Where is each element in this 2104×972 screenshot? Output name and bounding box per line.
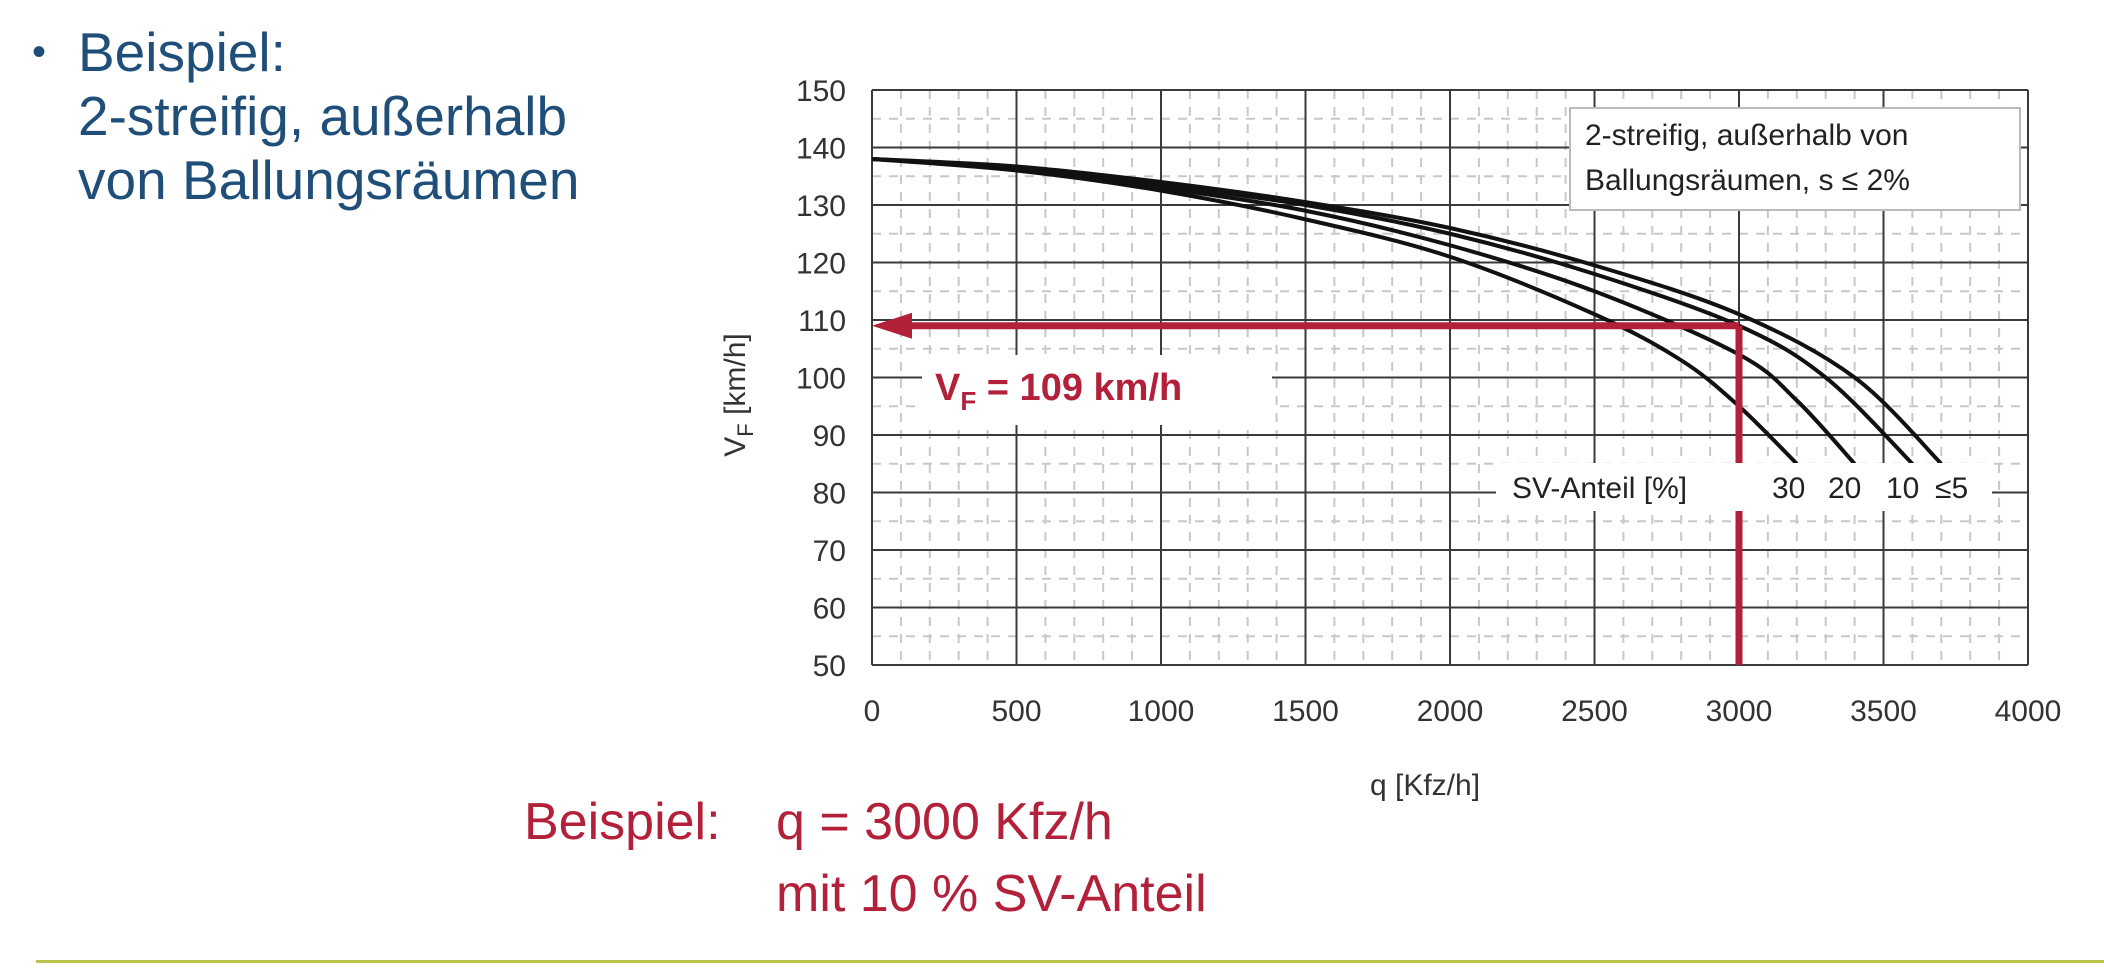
x-tick-label: 4000	[1995, 695, 2062, 728]
y-tick-label: 130	[796, 190, 846, 223]
series-label-le5: ≤5	[1935, 472, 1968, 505]
example-label: Beispiel:	[524, 793, 721, 851]
vf-label-sub: F	[960, 386, 976, 416]
series-label-20: 20	[1828, 472, 1861, 505]
series-label-30: 30	[1772, 472, 1805, 505]
x-tick-label: 0	[864, 695, 881, 728]
x-axis-label: q [Kfz/h]	[1370, 769, 1480, 802]
y-tick-label: 110	[798, 305, 846, 338]
example-block: Beispiel: q = 3000 Kfz/h mit 10 % SV-Ant…	[524, 786, 1207, 930]
y-axis-label: VF [km/h]	[719, 333, 758, 456]
intro-line-3: von Ballungsräumen	[78, 149, 580, 211]
x-tick-label: 500	[991, 695, 1041, 728]
y-tick-label: 50	[813, 650, 846, 683]
y-tick-label: 100	[796, 363, 846, 396]
y-tick-label: 120	[796, 248, 846, 281]
y-tick-label: 60	[813, 593, 846, 626]
example-line-1: q = 3000 Kfz/h	[776, 793, 1113, 851]
y-tick-label: 80	[813, 478, 846, 511]
x-tick-label: 3500	[1850, 695, 1917, 728]
series-label-prefix: SV-Anteil [%]	[1512, 472, 1687, 505]
annotation-arrowhead	[872, 312, 912, 339]
x-tick-label: 3000	[1706, 695, 1773, 728]
svg-text:VF = 109 km/h: VF = 109 km/h	[935, 367, 1182, 416]
vf-label-main: V	[935, 367, 961, 409]
y-tick-label: 70	[813, 535, 846, 568]
example-line-2: mit 10 % SV-Anteil	[776, 865, 1207, 923]
x-tick-label: 1500	[1272, 695, 1339, 728]
legend-line-1: 2-streifig, außerhalb von	[1585, 119, 1909, 152]
tick-labels: 0 500 1000 1500 2000 2500 3000 3500 4000 50 60 70 80…	[796, 75, 2061, 728]
vf-label-rest: = 109 km/h	[976, 367, 1182, 409]
series-label-10: 10	[1886, 472, 1919, 505]
legend-box: 2-streifig, außerhalb von Ballungsräumen…	[1569, 107, 2021, 211]
bullet-marker: •	[32, 30, 47, 74]
intro-line-1: Beispiel:	[78, 21, 286, 83]
x-tick-label: 1000	[1128, 695, 1195, 728]
legend-line-2: Ballungsräumen, s ≤ 2%	[1585, 164, 1910, 197]
curve-series	[871, 157, 1943, 466]
intro-bullet: • Beispiel: 2-streifig, außerhalb von Ba…	[32, 20, 579, 212]
series-label-row: SV-Anteil [%] 30 20 10 ≤5	[1496, 463, 1992, 511]
y-tick-label: 90	[813, 420, 846, 453]
vf-result-label: VF = 109 km/h	[922, 355, 1272, 425]
curve-sv-≤5	[871, 157, 1943, 466]
y-tick-label: 140	[796, 133, 846, 166]
y-tick-label: 150	[796, 75, 846, 108]
footer-divider	[36, 960, 2104, 963]
x-tick-label: 2500	[1561, 695, 1628, 728]
x-tick-label: 2000	[1417, 695, 1484, 728]
intro-line-2: 2-streifig, außerhalb	[78, 85, 568, 147]
